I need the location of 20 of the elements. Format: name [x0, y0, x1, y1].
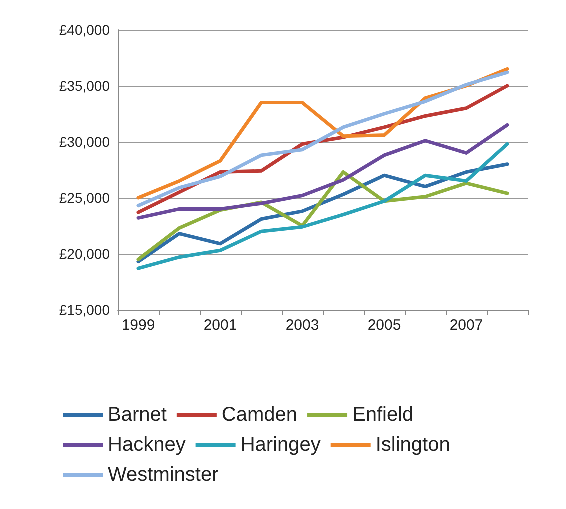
legend-label: Westminster	[108, 464, 220, 486]
x-tick-label: 2005	[368, 317, 402, 334]
line-series	[136, 142, 510, 270]
y-tick-label: £25,000	[59, 190, 110, 206]
legend-label: Hackney	[108, 434, 186, 456]
legend-label: Enfield	[352, 404, 414, 426]
x-tick-label: 2001	[204, 317, 238, 334]
y-tick-label: £15,000	[59, 302, 110, 318]
legend-label: Camden	[222, 404, 298, 426]
y-tick-label: £20,000	[59, 246, 110, 262]
x-tick-label: 2003	[286, 317, 320, 334]
y-tick-label: £40,000	[59, 22, 110, 38]
line-series	[136, 123, 510, 220]
legend-label: Haringey	[240, 434, 321, 456]
x-tick-label: 1999	[122, 317, 156, 334]
legend-label: Islington	[376, 434, 450, 456]
x-tick-label: 2007	[450, 317, 484, 334]
legend-label: Barnet	[108, 404, 168, 426]
y-tick-label: £35,000	[59, 78, 110, 94]
y-tick-label: £30,000	[59, 134, 110, 150]
